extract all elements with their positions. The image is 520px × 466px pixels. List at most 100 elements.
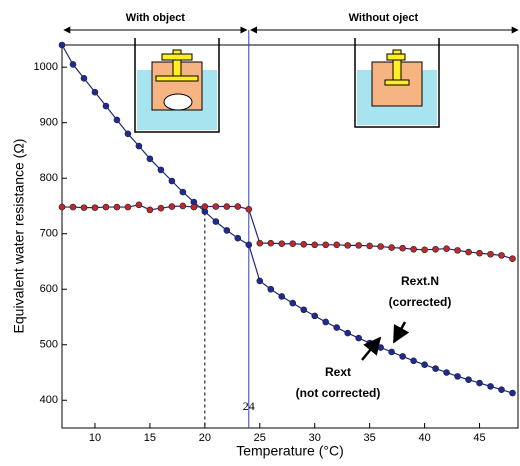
- data-point: [289, 299, 297, 307]
- data-point: [179, 202, 187, 210]
- data-point: [223, 203, 231, 210]
- data-point: [278, 293, 286, 300]
- data-point: [366, 242, 373, 250]
- data-point: [388, 244, 395, 251]
- x-tick-label: 45: [473, 432, 485, 444]
- data-point: [355, 334, 362, 342]
- data-point: [289, 240, 297, 248]
- data-point: [498, 386, 505, 394]
- data-point: [476, 249, 483, 257]
- data-point: [432, 245, 439, 253]
- data-point: [58, 41, 66, 49]
- beaker-with-object: [134, 38, 220, 133]
- x-tick-label: 30: [309, 432, 321, 444]
- series-line: [61, 44, 513, 394]
- data-point: [146, 206, 154, 214]
- data-point: [476, 379, 483, 387]
- data-point: [113, 116, 121, 124]
- data-point: [157, 166, 165, 174]
- beaker-without-object: [354, 38, 440, 128]
- data-point: [421, 361, 428, 369]
- data-point: [69, 203, 77, 211]
- data-point: [256, 239, 264, 247]
- data-point: [465, 376, 472, 384]
- x-tick-label: 40: [418, 432, 430, 444]
- plot-frame: [61, 44, 519, 429]
- data-point: [377, 243, 384, 250]
- data-point: [443, 245, 450, 253]
- y-tick-label: 700: [40, 228, 58, 240]
- header-label: Without oject: [349, 12, 419, 24]
- x-tick-label: 10: [89, 432, 101, 444]
- data-point: [146, 155, 154, 163]
- data-point: [377, 344, 384, 351]
- data-point: [124, 203, 132, 211]
- data-point: [102, 203, 110, 211]
- data-point: [300, 240, 308, 248]
- data-point: [410, 245, 417, 253]
- data-point: [245, 206, 253, 213]
- data-point: [234, 234, 242, 242]
- data-point: [80, 75, 88, 82]
- data-point: [333, 324, 340, 331]
- y-tick-label: 500: [40, 339, 58, 351]
- data-point: [366, 339, 373, 347]
- y-axis-label: Equivalent water resistance (Ω): [11, 139, 27, 334]
- data-point: [344, 329, 351, 337]
- data-point: [91, 88, 99, 96]
- data-point: [201, 203, 209, 210]
- annotation: (corrected): [389, 295, 452, 309]
- data-point: [454, 373, 461, 380]
- data-point: [388, 348, 395, 356]
- data-point: [344, 242, 351, 249]
- annotation: Rext: [325, 365, 351, 379]
- data-point: [168, 177, 176, 185]
- data-point: [432, 365, 439, 372]
- data-point: [135, 142, 143, 150]
- annotation: (not corrected): [296, 386, 381, 400]
- y-tick-label: 400: [40, 394, 58, 406]
- data-point: [487, 383, 494, 390]
- data-point: [487, 250, 494, 258]
- data-point: [300, 306, 308, 314]
- data-point: [91, 204, 99, 211]
- x-tick-label: 15: [144, 432, 156, 444]
- y-tick-label: 1000: [34, 61, 58, 73]
- data-point: [234, 203, 242, 210]
- data-point: [113, 203, 121, 211]
- data-point: [498, 252, 505, 259]
- x-axis-label: Temperature (°C): [236, 443, 344, 459]
- data-point: [212, 218, 220, 225]
- data-point: [399, 244, 406, 252]
- data-point: [311, 241, 319, 249]
- data-point: [190, 203, 198, 211]
- x-tick-label: 35: [364, 432, 376, 444]
- data-point: [355, 242, 362, 249]
- data-point: [509, 255, 516, 263]
- data-point: [465, 248, 472, 256]
- data-point: [157, 204, 165, 212]
- data-point: [223, 227, 231, 234]
- data-point: [69, 61, 77, 68]
- data-point: [124, 130, 132, 138]
- annotation: Rext.N: [401, 274, 439, 288]
- data-point: [168, 203, 176, 210]
- x-tick-label: 25: [254, 432, 266, 444]
- data-point: [443, 369, 450, 376]
- data-point: [421, 246, 428, 254]
- data-point: [399, 353, 406, 360]
- y-tick-label: 800: [40, 172, 58, 184]
- data-point: [179, 188, 187, 196]
- data-point: [454, 247, 461, 254]
- data-point: [80, 204, 88, 211]
- data-point: [311, 312, 319, 320]
- header-label: With object: [126, 12, 186, 24]
- data-point: [322, 318, 330, 326]
- annotation-arrow: [392, 321, 410, 344]
- data-point: [58, 203, 66, 211]
- data-point: [333, 241, 340, 249]
- data-point: [256, 277, 264, 285]
- y-tick-label: 900: [40, 117, 58, 129]
